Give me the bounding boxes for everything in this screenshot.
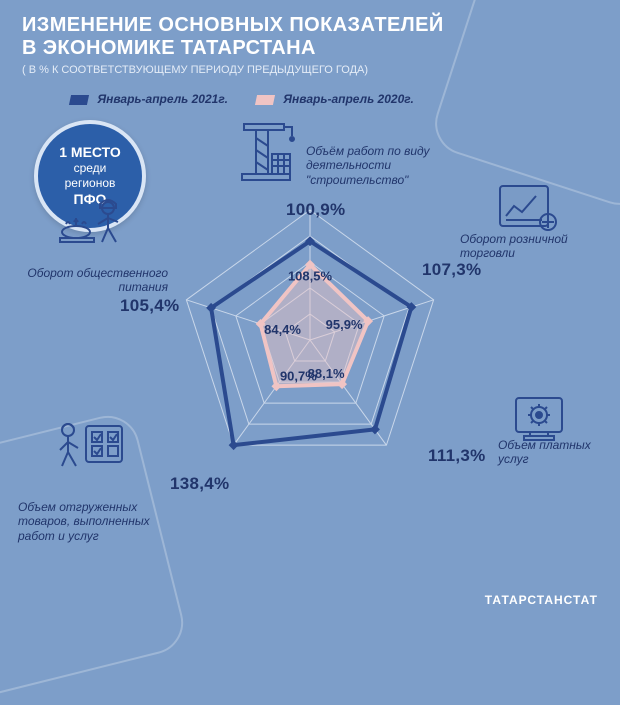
value-2021-axis-1: 107,3% [422,260,481,280]
value-2021-axis-4: 105,4% [120,296,179,316]
value-2020-axis-1: 95,9% [326,317,363,332]
axis-label-4: Оборот общественного питания [18,266,168,295]
value-2021-axis-2: 111,3% [428,446,486,466]
dashboard-icon [496,182,560,243]
page-subtitle: ( В % К СООТВЕТСТВУЮЩЕМУ ПЕРИОДУ ПРЕДЫДУ… [22,64,598,76]
crane-icon [238,120,298,187]
axis-label-3: Объем отгруженных товаров, выполненных р… [18,500,178,543]
value-2020-axis-3: 90,7% [280,368,317,383]
header: ИЗМЕНЕНИЕ ОСНОВНЫХ ПОКАЗАТЕЛЕЙ В ЭКОНОМИ… [22,14,598,76]
legend-label-2021: Январь-апрель 2021г. [97,92,228,106]
axis-label-0: Объём работ по виду деятельности "строит… [306,144,466,187]
legend-item-2021: Январь-апрель 2021г. [70,92,228,106]
value-2021-axis-0: 100,9% [286,200,345,220]
legend: Январь-апрель 2021г. Январь-апрель 2020г… [70,92,414,106]
badge-line1: 1 МЕСТО [59,144,121,162]
value-2020-axis-4: 84,4% [264,322,301,337]
value-2021-axis-3: 138,4% [170,474,229,494]
value-2020-axis-0: 108,5% [288,269,333,284]
legend-swatch-2021 [69,95,89,105]
footer-brand: ТАТАРСТАНСТАТ [485,593,598,607]
page-title: ИЗМЕНЕНИЕ ОСНОВНЫХ ПОКАЗАТЕЛЕЙ В ЭКОНОМИ… [22,14,598,60]
legend-item-2020: Январь-апрель 2020г. [256,92,414,106]
gear-screen-icon [510,392,572,455]
legend-swatch-2020 [255,95,275,105]
worker-icon [52,418,128,485]
legend-label-2020: Январь-апрель 2020г. [283,92,414,106]
chef-icon [56,196,134,263]
